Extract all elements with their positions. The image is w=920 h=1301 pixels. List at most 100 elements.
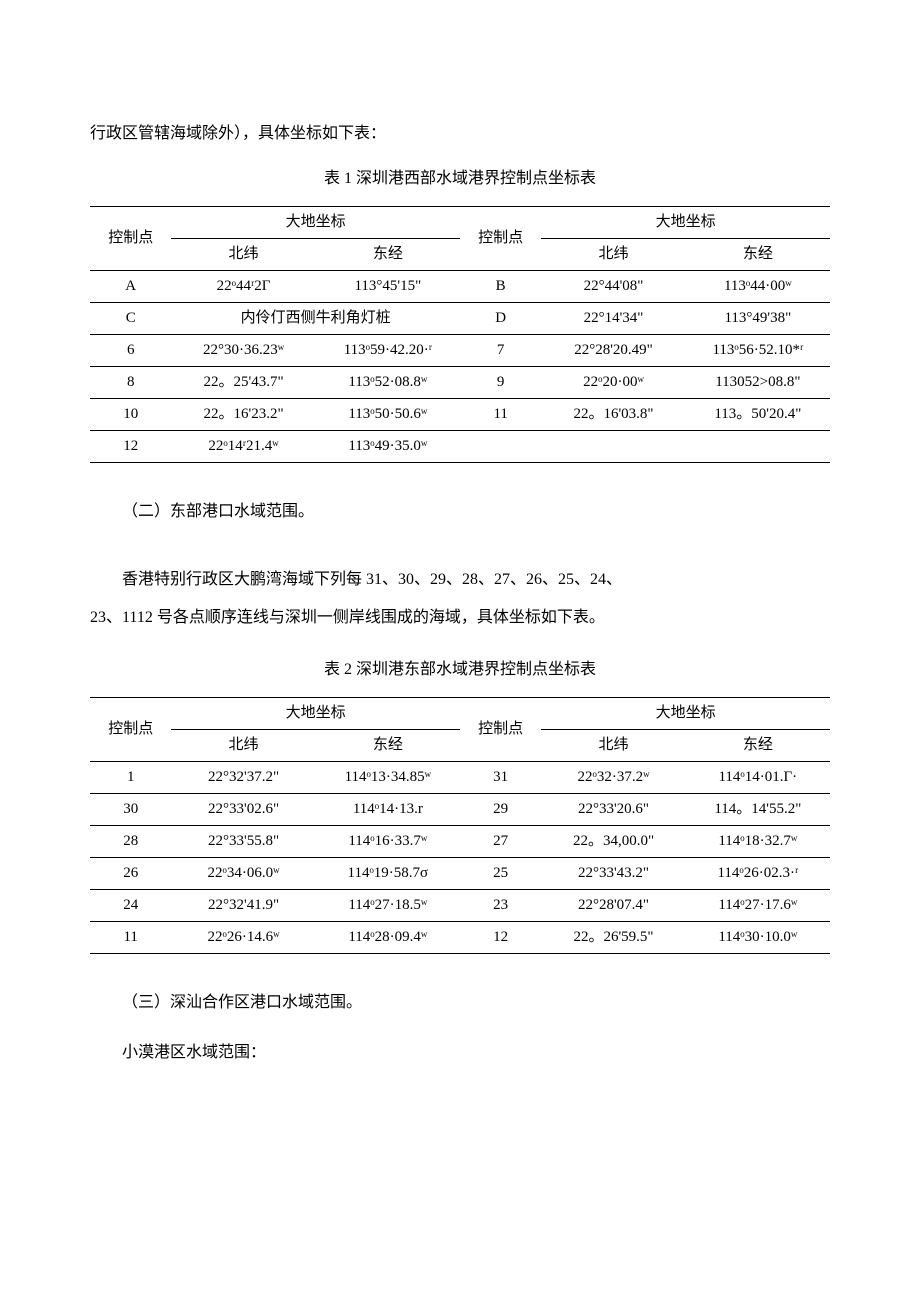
table1-h-ctrl2: 控制点 (460, 206, 541, 270)
cell (686, 430, 830, 462)
cell: 9 (460, 366, 541, 398)
cell: 22。16'03.8" (541, 398, 685, 430)
section3-title: （三）深汕合作区港口水域范围。 (90, 984, 830, 1022)
cell (460, 430, 541, 462)
table1: 控制点 大地坐标 控制点 大地坐标 北纬 东经 北纬 东经 A 22ᵒ44ʳ2Γ… (90, 206, 830, 463)
cell: 22。26'59.5" (541, 921, 685, 953)
cell: 30 (90, 793, 171, 825)
cell: 29 (460, 793, 541, 825)
table-row: 26 22ᵒ34·06.0ʷ 114ᵒ19·58.7σ 25 22°33'43.… (90, 857, 830, 889)
cell: 22°33'43.2" (541, 857, 685, 889)
cell: 22°33'02.6" (171, 793, 315, 825)
cell: 114ᵒ13·34.85ʷ (316, 761, 460, 793)
table-row: 30 22°33'02.6" 114ᵒ14·13.r 29 22°33'20.6… (90, 793, 830, 825)
cell: 113052>08.8" (686, 366, 830, 398)
cell: 12 (460, 921, 541, 953)
cell: 22ᵒ44ʳ2Γ (171, 270, 315, 302)
table-row: 12 22ᵒ14ʳ21.4ʷ 113ᵒ49·35.0ʷ (90, 430, 830, 462)
cell: B (460, 270, 541, 302)
cell: 26 (90, 857, 171, 889)
cell: 22°33'55.8" (171, 825, 315, 857)
cell: 22ᵒ14ʳ21.4ʷ (171, 430, 315, 462)
table-row: C 内伶仃西侧牛利角灯桩 D 22°14'34" 113°49'38" (90, 302, 830, 334)
section3-sub: 小漠港区水域范围： (90, 1034, 830, 1072)
cell: 114ᵒ26·02.3·ʳ (686, 857, 830, 889)
table2: 控制点 大地坐标 控制点 大地坐标 北纬 东经 北纬 东经 1 22°32'37… (90, 697, 830, 954)
cell: 114ᵒ14·01.Γ· (686, 761, 830, 793)
cell: 114ᵒ14·13.r (316, 793, 460, 825)
table2-h-lon2: 东经 (686, 729, 830, 761)
table-row: 24 22°32'41.9" 114ᵒ27·18.5ʷ 23 22°28'07.… (90, 889, 830, 921)
cell: 6 (90, 334, 171, 366)
table2-caption: 表 2 深圳港东部水域港界控制点坐标表 (90, 656, 830, 685)
cell: 22。34,00.0" (541, 825, 685, 857)
cell: 22°32'41.9" (171, 889, 315, 921)
table-row: 8 22。25'43.7" 113ᵒ52·08.8ʷ 9 22ᵒ20·00ʷ 1… (90, 366, 830, 398)
table-row: 6 22°30·36.23ʷ 113ᵒ59·42.20·ʳ 7 22°28'20… (90, 334, 830, 366)
cell: 114ᵒ27·17.6ʷ (686, 889, 830, 921)
cell: 31 (460, 761, 541, 793)
table2-h-ctrl2: 控制点 (460, 697, 541, 761)
cell: 22°28'07.4" (541, 889, 685, 921)
cell: 113ᵒ49·35.0ʷ (316, 430, 460, 462)
cell: A (90, 270, 171, 302)
cell: 22°28'20.49" (541, 334, 685, 366)
cell: 1 (90, 761, 171, 793)
cell: 11 (460, 398, 541, 430)
cell: 22。16'23.2" (171, 398, 315, 430)
cell: 114ᵒ19·58.7σ (316, 857, 460, 889)
cell: D (460, 302, 541, 334)
cell: 内伶仃西侧牛利角灯桩 (171, 302, 460, 334)
table-row: 10 22。16'23.2" 113ᵒ50·50.6ʷ 11 22。16'03.… (90, 398, 830, 430)
cell: 114ᵒ16·33.7ʷ (316, 825, 460, 857)
cell: 114。14'55.2" (686, 793, 830, 825)
cell: 7 (460, 334, 541, 366)
table1-caption: 表 1 深圳港西部水域港界控制点坐标表 (90, 165, 830, 194)
table2-h-geo2: 大地坐标 (541, 697, 830, 729)
cell: 113°49'38" (686, 302, 830, 334)
cell: 10 (90, 398, 171, 430)
section2-body1: 香港特别行政区大鹏湾海域下列每 31、30、29、28、27、26、25、24、 (90, 561, 830, 599)
cell: 22°33'20.6" (541, 793, 685, 825)
cell: 11 (90, 921, 171, 953)
table1-h-lon2: 东经 (686, 238, 830, 270)
cell: 114ᵒ30·10.0ʷ (686, 921, 830, 953)
table1-h-lon1: 东经 (316, 238, 460, 270)
cell: 23 (460, 889, 541, 921)
cell (541, 430, 685, 462)
cell: 114ᵒ28·09.4ʷ (316, 921, 460, 953)
cell: 22°32'37.2" (171, 761, 315, 793)
cell: 28 (90, 825, 171, 857)
cell: C (90, 302, 171, 334)
cell: 24 (90, 889, 171, 921)
cell: 8 (90, 366, 171, 398)
cell: 25 (460, 857, 541, 889)
cell: 27 (460, 825, 541, 857)
cell: 113。50'20.4" (686, 398, 830, 430)
table-row: A 22ᵒ44ʳ2Γ 113°45'15" B 22°44'08" 113ᵒ44… (90, 270, 830, 302)
cell: 114ᵒ18·32.7ʷ (686, 825, 830, 857)
cell: 113ᵒ50·50.6ʷ (316, 398, 460, 430)
table-row: 11 22ᵒ26·14.6ʷ 114ᵒ28·09.4ʷ 12 22。26'59.… (90, 921, 830, 953)
table1-h-ctrl1: 控制点 (90, 206, 171, 270)
cell: 113ᵒ52·08.8ʷ (316, 366, 460, 398)
cell: 22°30·36.23ʷ (171, 334, 315, 366)
table-row: 28 22°33'55.8" 114ᵒ16·33.7ʷ 27 22。34,00.… (90, 825, 830, 857)
cell: 22ᵒ20·00ʷ (541, 366, 685, 398)
cell: 113ᵒ56·52.10*ʳ (686, 334, 830, 366)
table2-h-lon1: 东经 (316, 729, 460, 761)
table-row: 1 22°32'37.2" 114ᵒ13·34.85ʷ 31 22ᵒ32·37.… (90, 761, 830, 793)
cell: 113ᵒ59·42.20·ʳ (316, 334, 460, 366)
cell: 22。25'43.7" (171, 366, 315, 398)
cell: 22°14'34" (541, 302, 685, 334)
cell: 22ᵒ32·37.2ʷ (541, 761, 685, 793)
intro-text: 行政区管辖海域除外），具体坐标如下表： (90, 120, 830, 149)
cell: 12 (90, 430, 171, 462)
table2-h-lat2: 北纬 (541, 729, 685, 761)
cell: 22ᵒ26·14.6ʷ (171, 921, 315, 953)
table1-h-geo1: 大地坐标 (171, 206, 460, 238)
section2-body2: 23、1112 号各点顺序连线与深圳一侧岸线围成的海域，具体坐标如下表。 (90, 599, 830, 637)
section2-title: （二）东部港口水域范围。 (90, 493, 830, 531)
table2-h-ctrl1: 控制点 (90, 697, 171, 761)
cell: 113°45'15" (316, 270, 460, 302)
